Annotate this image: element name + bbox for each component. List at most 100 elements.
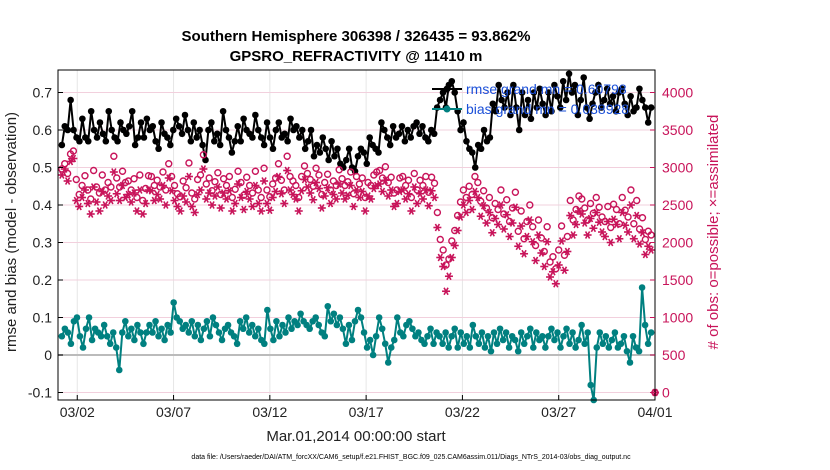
data-point: [430, 130, 438, 138]
data-point: [439, 340, 446, 348]
data-point: [559, 77, 567, 85]
data-point: [257, 134, 265, 141]
data-point: [407, 134, 415, 141]
possible-point: [78, 181, 86, 190]
data-point: [551, 336, 558, 344]
y-right-tick-label: 2000: [662, 235, 693, 251]
data-point: [279, 321, 286, 329]
data-point: [551, 81, 558, 89]
possible-point: [543, 223, 551, 231]
assimilated-point: [444, 272, 453, 281]
data-point: [554, 92, 561, 100]
assimilated-point: [560, 266, 569, 275]
data-point: [284, 137, 291, 145]
data-point: [76, 332, 84, 340]
data-point: [644, 119, 652, 126]
possible-point: [427, 173, 436, 181]
data-point: [90, 126, 98, 134]
series-possible: [58, 147, 655, 273]
data-point: [484, 332, 492, 340]
data-point: [539, 100, 546, 108]
assimilated-point: [577, 210, 586, 218]
assimilated-point: [522, 232, 531, 241]
possible-point: [248, 189, 257, 197]
possible-point: [641, 235, 650, 244]
possible-point: [485, 193, 494, 202]
data-point: [413, 119, 420, 126]
assimilated-point: [291, 195, 300, 203]
assimilated-point: [592, 208, 601, 217]
assimilated-point: [430, 193, 439, 202]
data-point: [448, 332, 455, 340]
data-point: [427, 325, 434, 333]
possible-point: [581, 204, 589, 212]
assimilated-point: [236, 193, 245, 202]
possible-point: [182, 184, 190, 192]
possible-point: [494, 205, 502, 214]
assimilated-point: [352, 186, 361, 194]
data-point: [184, 126, 192, 134]
data-point: [272, 126, 280, 134]
data-point: [404, 126, 412, 134]
data-point: [108, 126, 115, 134]
y-tick-label: 0.5: [33, 160, 53, 176]
assimilated-point: [335, 180, 344, 188]
assimilated-point: [257, 207, 266, 215]
possible-point: [87, 195, 95, 203]
data-point: [493, 340, 501, 348]
y-tick-label: 0.2: [33, 272, 53, 288]
assimilated-point: [190, 208, 199, 217]
series-line: [60, 73, 653, 174]
possible-point: [228, 193, 236, 202]
assimilated-point: [109, 168, 118, 176]
possible-point: [338, 175, 346, 183]
data-point: [624, 111, 631, 119]
possible-point: [355, 180, 364, 188]
assimilated-point: [505, 232, 514, 241]
data-point: [348, 336, 356, 344]
data-point: [421, 340, 428, 348]
data-point: [548, 107, 555, 115]
assimilated-point: [543, 237, 552, 246]
possible-point: [375, 166, 384, 175]
data-point: [328, 137, 335, 145]
possible-point: [439, 246, 447, 254]
data-point: [478, 329, 486, 336]
data-point: [389, 122, 397, 130]
data-point: [383, 134, 391, 141]
data-point: [260, 141, 268, 149]
assimilated-point: [366, 195, 375, 203]
assimilated-point: [589, 224, 598, 233]
data-point: [252, 111, 259, 119]
data-point: [288, 325, 295, 333]
data-point: [128, 107, 136, 115]
data-point: [281, 130, 288, 138]
possible-point: [263, 186, 271, 194]
x-tick-label: 03/17: [349, 404, 384, 420]
data-point: [103, 332, 111, 340]
data-point: [58, 141, 66, 149]
assimilated-point: [494, 220, 503, 229]
y-tick-label: -0.1: [28, 385, 52, 401]
possible-point: [269, 180, 277, 188]
chart-subtitle: GPSRO_REFRACTIVITY @ 11410 m: [230, 48, 483, 65]
data-point: [469, 321, 477, 329]
assimilated-point: [210, 192, 219, 200]
assimilated-point: [612, 220, 621, 229]
data-point: [203, 317, 211, 325]
data-point: [152, 317, 159, 325]
possible-point: [118, 167, 127, 175]
assimilated-point: [274, 172, 283, 181]
data-point: [248, 321, 256, 329]
assimilated-point: [222, 195, 231, 203]
data-point: [190, 119, 198, 126]
data-point: [294, 321, 301, 329]
data-point: [322, 145, 330, 153]
data-point: [70, 126, 77, 134]
assimilated-point: [392, 199, 401, 208]
data-point: [140, 340, 147, 348]
assimilated-point: [632, 211, 641, 220]
assimilated-point: [528, 237, 537, 246]
assimilated-point: [508, 219, 517, 227]
assimilated-point: [502, 210, 511, 219]
